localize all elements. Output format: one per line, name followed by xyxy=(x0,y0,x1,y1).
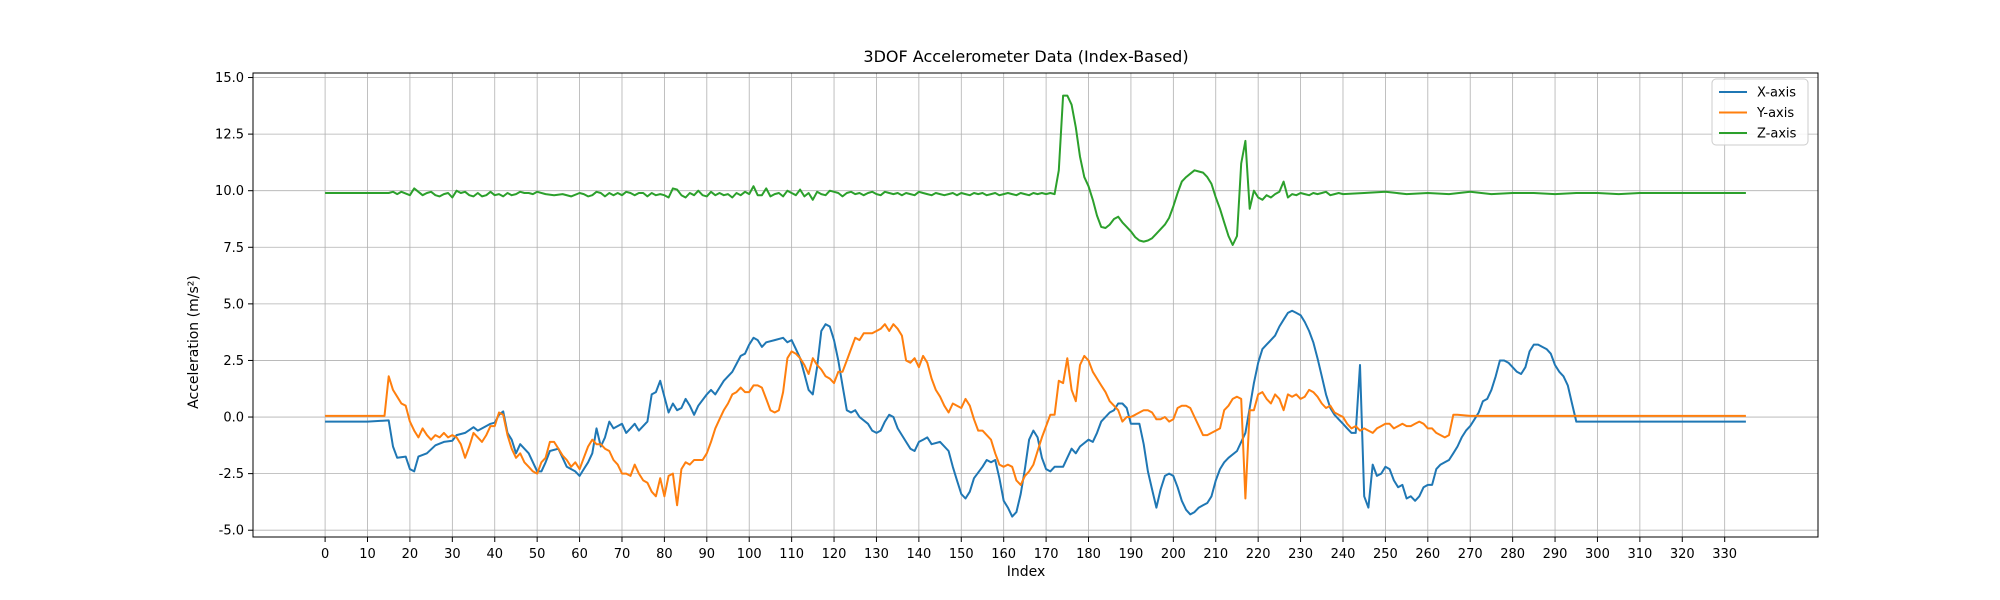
x-tick-label: 230 xyxy=(1288,547,1313,562)
legend-label-x-axis: X-axis xyxy=(1757,86,1796,101)
x-tick-label: 30 xyxy=(444,547,461,562)
x-tick-label: 260 xyxy=(1415,547,1440,562)
y-tick-label: 7.5 xyxy=(223,241,244,256)
y-tick-label: 10.0 xyxy=(215,184,244,199)
x-tick-label: 70 xyxy=(614,547,631,562)
x-tick-label: 160 xyxy=(991,547,1016,562)
x-tick-label: 10 xyxy=(359,547,376,562)
y-tick-label: -5.0 xyxy=(219,524,244,539)
x-tick-label: 200 xyxy=(1161,547,1186,562)
legend-label-y-axis: Y-axis xyxy=(1756,106,1794,121)
x-tick-label: 90 xyxy=(699,547,716,562)
series-line-z-axis xyxy=(325,94,1746,246)
x-tick-label: 150 xyxy=(949,547,974,562)
x-tick-label: 210 xyxy=(1203,547,1228,562)
y-axis-label: Acceleration (m/s²) xyxy=(186,275,202,409)
x-tick-label: 140 xyxy=(906,547,931,562)
grid-lines xyxy=(253,73,1818,537)
x-tick-label: 130 xyxy=(864,547,889,562)
x-tick-label: 60 xyxy=(571,547,588,562)
x-tick-label: 80 xyxy=(656,547,673,562)
x-tick-label: 40 xyxy=(486,547,503,562)
x-tick-label: 120 xyxy=(822,547,847,562)
y-tick-label: 15.0 xyxy=(215,71,244,86)
x-tick-label: 0 xyxy=(321,547,329,562)
x-tick-label: 330 xyxy=(1712,547,1737,562)
x-tick-label: 280 xyxy=(1500,547,1525,562)
axis-ticks: 0 10 20 30 40 50 60 70 80 90 100 110 120 130 140 150 160… xyxy=(215,71,1737,562)
x-tick-label: 20 xyxy=(402,547,419,562)
y-tick-label: 2.5 xyxy=(223,354,244,369)
x-tick-label: 270 xyxy=(1458,547,1483,562)
y-tick-label: 0.0 xyxy=(223,411,244,426)
x-axis-label: Index xyxy=(1007,564,1046,580)
y-tick-label: -2.5 xyxy=(219,467,244,482)
legend: X-axis Y-axis Z-axis xyxy=(1711,78,1809,146)
chart-title: 3DOF Accelerometer Data (Index-Based) xyxy=(863,47,1188,66)
x-tick-label: 320 xyxy=(1670,547,1695,562)
legend-box xyxy=(1711,78,1809,146)
series-line-y-axis xyxy=(325,323,1746,507)
x-tick-label: 290 xyxy=(1543,547,1568,562)
x-tick-label: 190 xyxy=(1119,547,1144,562)
x-tick-label: 240 xyxy=(1331,547,1356,562)
series-layer xyxy=(325,94,1746,518)
legend-label-z-axis: Z-axis xyxy=(1757,127,1797,142)
x-tick-label: 100 xyxy=(737,547,762,562)
x-tick-label: 170 xyxy=(1034,547,1059,562)
x-tick-label: 300 xyxy=(1585,547,1610,562)
x-tick-label: 50 xyxy=(529,547,546,562)
x-tick-label: 220 xyxy=(1246,547,1271,562)
series-line-x-axis xyxy=(325,309,1746,518)
x-tick-label: 180 xyxy=(1076,547,1101,562)
y-tick-label: 5.0 xyxy=(223,297,244,312)
x-tick-label: 110 xyxy=(779,547,804,562)
x-tick-label: 310 xyxy=(1627,547,1652,562)
plot-frame xyxy=(252,72,1819,538)
y-tick-label: 12.5 xyxy=(215,128,244,143)
x-tick-label: 250 xyxy=(1373,547,1398,562)
